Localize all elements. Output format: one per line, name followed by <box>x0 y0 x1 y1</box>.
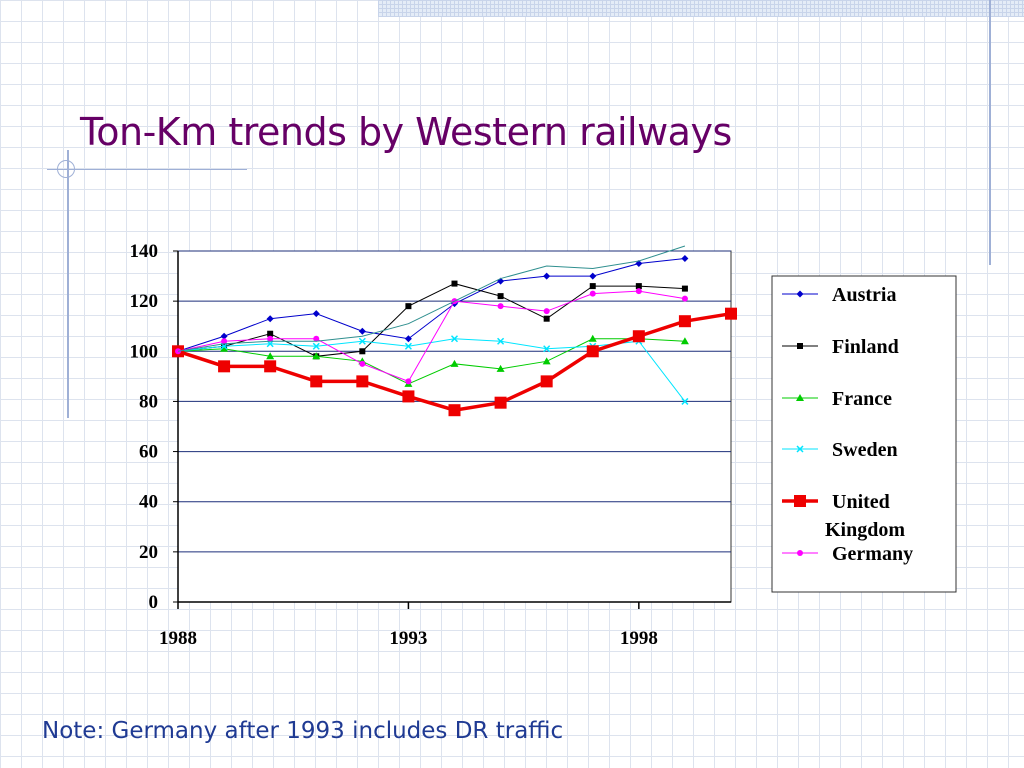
data-point-finland-1997 <box>589 283 596 290</box>
data-point-germany-1999 <box>681 295 688 302</box>
data-point-finland-1993 <box>405 303 412 310</box>
series-line-finland <box>177 283 685 357</box>
data-point-germany-1998 <box>635 288 642 295</box>
data-point-france-1996 <box>542 357 551 365</box>
data-point-united-kingdom-1993 <box>402 390 415 403</box>
data-point-germany-1992 <box>359 360 366 367</box>
data-point-united-kingdom-1991 <box>310 375 323 388</box>
series-line-sweden <box>177 338 686 402</box>
x-tick-label-1993: 1993 <box>389 628 427 649</box>
data-point-united-kingdom-1989 <box>218 360 231 373</box>
y-tick-label-60: 60 <box>139 442 158 463</box>
series-line-series-6 <box>177 245 686 352</box>
data-point-france-1999 <box>680 337 689 345</box>
header-decoration-band <box>378 0 1024 17</box>
data-point-germany-1993 <box>405 378 412 385</box>
decoration-line-right <box>989 0 991 265</box>
series-line-germany <box>177 290 685 382</box>
decoration-line-left <box>67 150 69 418</box>
data-point-united-kingdom-1999 <box>678 315 691 328</box>
data-point-germany-1997 <box>589 290 596 297</box>
legend-marker-sweden <box>796 445 804 453</box>
data-point-united-kingdom-1998 <box>632 330 645 343</box>
data-point-austria-1996 <box>543 272 551 280</box>
legend-label-austria: Austria <box>832 284 896 306</box>
data-point-finland-1996 <box>543 315 550 322</box>
legend-label-france: France <box>832 388 892 410</box>
legend-marker-austria <box>796 290 804 298</box>
decoration-line-horizontal <box>47 169 247 170</box>
y-tick-label-140: 140 <box>130 241 159 262</box>
data-point-united-kingdom-1992 <box>356 375 369 388</box>
data-point-france-1990 <box>266 352 275 360</box>
data-point-austria-1993 <box>404 335 412 343</box>
data-point-united-kingdom-1995 <box>494 396 507 409</box>
data-point-finland-1992 <box>359 348 366 355</box>
data-point-sweden-1992 <box>358 337 366 345</box>
data-point-germany-1991 <box>313 335 320 342</box>
y-tick-label-40: 40 <box>139 492 158 513</box>
data-point-sweden-1994 <box>450 335 459 343</box>
data-point-sweden-1996 <box>543 345 551 353</box>
data-point-france-1994 <box>450 359 459 367</box>
data-point-austria-1989 <box>220 332 228 340</box>
data-point-germany-1990 <box>267 335 274 342</box>
footnote: Note: Germany after 1993 includes DR tra… <box>42 718 564 744</box>
data-point-sweden-1995 <box>497 337 505 345</box>
legend-label-germany: Germany <box>832 543 913 565</box>
data-point-united-kingdom-1997 <box>586 345 599 358</box>
data-point-united-kingdom-2000 <box>725 307 737 320</box>
y-tick-label-80: 80 <box>139 391 158 412</box>
y-tick-label-20: 20 <box>139 542 158 563</box>
x-tick-label-1998: 1998 <box>620 628 658 649</box>
legend-marker-france <box>796 394 804 401</box>
series-line-austria <box>177 258 685 352</box>
data-point-united-kingdom-1994 <box>448 404 461 417</box>
data-point-finland-1990 <box>267 330 274 337</box>
data-point-germany-1995 <box>497 303 504 310</box>
data-point-finland-1998 <box>635 283 642 290</box>
data-point-austria-1997 <box>589 272 597 280</box>
y-tick-label-0: 0 <box>149 592 159 613</box>
data-point-finland-1995 <box>497 293 504 300</box>
data-point-sweden-1999 <box>681 397 689 405</box>
data-point-germany-1989 <box>221 338 228 345</box>
data-point-austria-1991 <box>312 310 320 318</box>
y-tick-label-100: 100 <box>130 341 159 362</box>
data-point-austria-1990 <box>266 315 274 323</box>
legend-marker-germany <box>797 550 803 556</box>
data-point-sweden-1991 <box>312 342 320 350</box>
data-point-france-1997 <box>588 334 597 342</box>
y-tick-label-120: 120 <box>130 291 159 312</box>
data-point-united-kingdom-1990 <box>264 360 277 373</box>
data-point-finland-1994 <box>451 280 458 287</box>
decoration-circle <box>57 160 75 178</box>
series-line-france <box>177 338 685 385</box>
x-tick-label-1988: 1988 <box>159 628 197 649</box>
data-point-france-1991 <box>312 352 321 360</box>
data-point-austria-1999 <box>681 255 689 263</box>
legend-label-finland: Finland <box>832 336 899 358</box>
legend-box <box>771 275 957 593</box>
legend-label-united-kingdom: United Kingdom <box>825 491 905 541</box>
legend-label-sweden: Sweden <box>832 439 898 461</box>
legend-marker-united-kingdom <box>794 495 806 507</box>
slide-title: Ton-Km trends by Western railways <box>80 110 732 154</box>
data-point-united-kingdom-1996 <box>540 375 553 388</box>
legend-marker-finland <box>797 343 803 349</box>
data-point-austria-1992 <box>358 327 366 335</box>
data-point-france-1995 <box>496 364 505 372</box>
data-point-germany-1996 <box>543 308 550 315</box>
data-point-france-1989 <box>220 344 229 352</box>
data-point-sweden-1993 <box>404 342 412 350</box>
data-point-finland-1999 <box>681 285 688 292</box>
